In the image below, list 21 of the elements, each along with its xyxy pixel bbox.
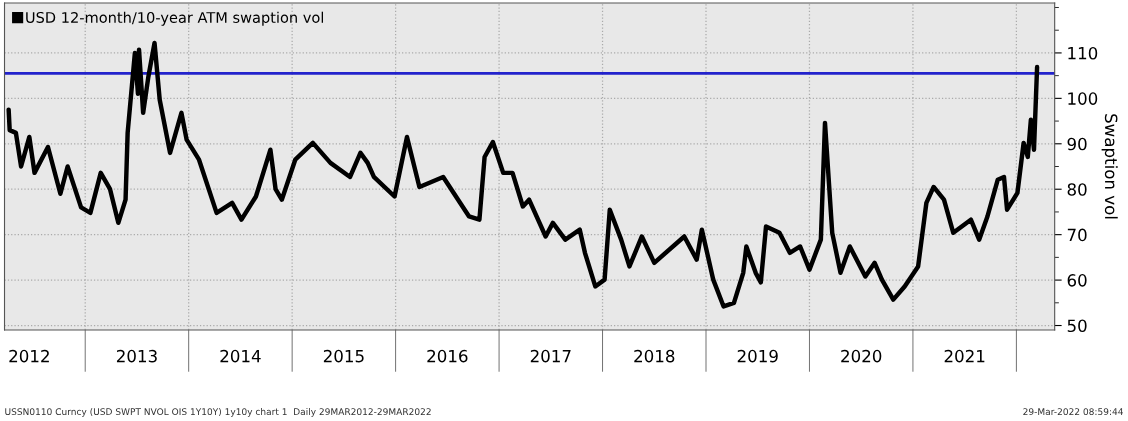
- text: USSN0110 Curncy (USD SWPT NVOL OIS 1Y10Y) 1y10y chart 1 Daily 29MAR2012-29MAR2022: [5, 408, 431, 417]
- legend-label: USD 12-month/10-year ATM swaption vol: [26, 11, 324, 26]
- y-tick-label: 70: [1067, 228, 1087, 242]
- y-tick-label: 110: [1068, 46, 1098, 60]
- x-tick-label: 2015: [323, 349, 364, 363]
- y-tick-label: 90: [1067, 137, 1087, 151]
- y-tick-label: 50: [1067, 319, 1087, 333]
- y-tick-label: 60: [1067, 274, 1087, 287]
- y-tick-label: 80: [1067, 183, 1087, 196]
- y-axis-title: Swaption vol: [1101, 114, 1118, 219]
- x-tick-label: 2013: [116, 349, 157, 363]
- x-tick-label: 2021: [944, 349, 985, 363]
- x-tick-label: 2017: [530, 349, 571, 363]
- x-tick-label: 2018: [634, 349, 675, 363]
- x-tick-label: 2020: [841, 349, 882, 363]
- x-tick-label: 2016: [427, 349, 468, 363]
- x-tick-label: 2019: [737, 349, 778, 363]
- text: 29-Mar-2022 08:59:44: [1023, 408, 1123, 416]
- x-tick-label: 2014: [220, 349, 261, 363]
- x-tick-label: 2012: [9, 349, 49, 363]
- y-tick-label: 100: [1068, 92, 1098, 105]
